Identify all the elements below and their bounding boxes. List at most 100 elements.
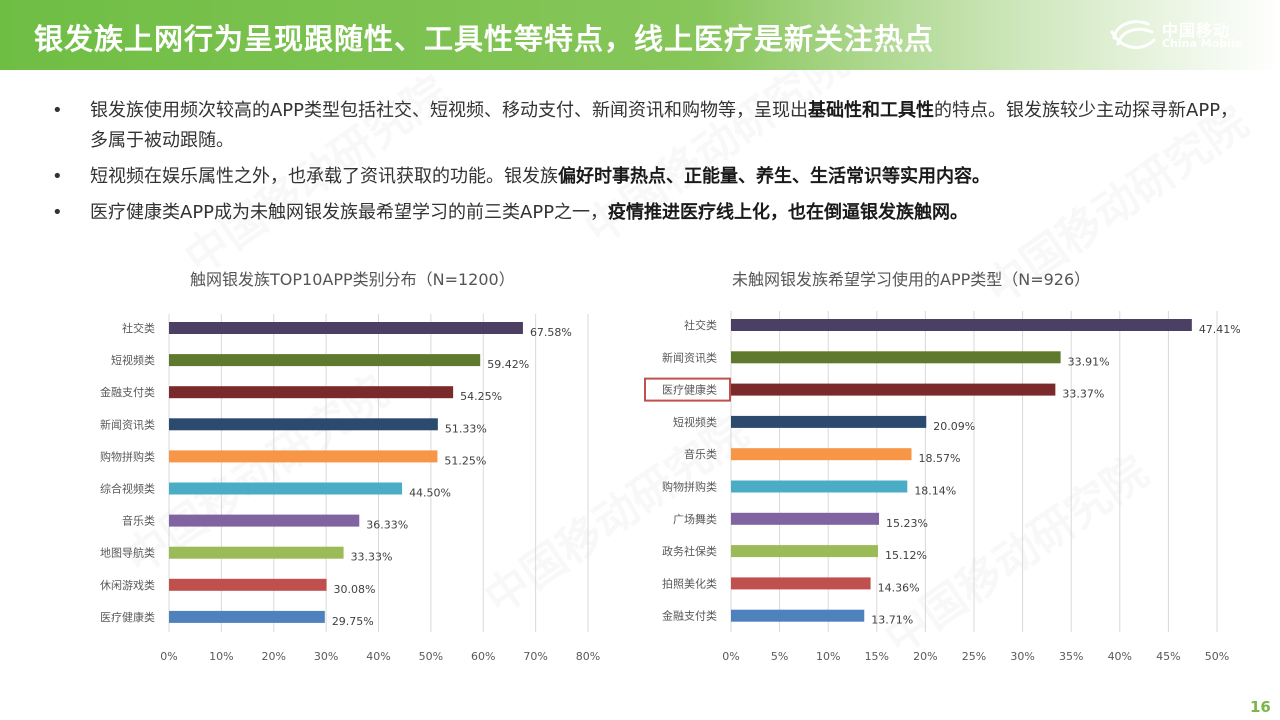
bar-right	[731, 545, 878, 558]
bullet-item: • 短视频在娱乐属性之外，也承载了资讯获取的功能。银发族偏好时事热点、正能量、养…	[52, 162, 1247, 192]
category-label: 社交类	[122, 321, 155, 335]
bar-left	[169, 610, 325, 623]
x-tick-label: 50%	[419, 650, 443, 663]
china-mobile-logo-icon	[1110, 20, 1156, 49]
logo-text-en: China Mobile	[1162, 37, 1243, 50]
value-label: 18.14%	[914, 485, 956, 498]
x-tick-label: 20%	[262, 650, 286, 663]
value-label: 47.41%	[1199, 323, 1241, 336]
value-label: 13.71%	[871, 614, 913, 627]
category-label: 新闻资讯类	[662, 350, 717, 364]
header-bar: 银发族上网行为呈现跟随性、工具性等特点，线上医疗是新关注热点 中国移动 Chin…	[0, 0, 1280, 70]
x-tick-label: 20%	[913, 650, 937, 663]
value-label: 15.23%	[886, 517, 928, 530]
bar-left	[169, 354, 481, 367]
bullet-bold-text: 基础性和工具性	[808, 100, 935, 121]
bar-right	[731, 512, 880, 525]
highlight-box	[644, 377, 731, 402]
bar-right	[731, 383, 1056, 396]
category-label: 购物拼购类	[662, 480, 717, 494]
bullet-item: • 医疗健康类APP成为未触网银发族最希望学习的前三类APP之一，疫情推进医疗线…	[52, 198, 1247, 228]
x-tick-label: 80%	[576, 650, 600, 663]
category-label: 医疗健康类	[662, 383, 717, 397]
category-label: 拍照美化类	[662, 576, 717, 590]
bar-left	[169, 450, 438, 463]
x-tick-label: 35%	[1059, 650, 1083, 663]
x-tick-label: 15%	[865, 650, 889, 663]
category-label: 社交类	[684, 318, 717, 332]
chart-title-left: 触网银发族TOP10APP类别分布（N=1200）	[190, 270, 515, 289]
value-label: 29.75%	[332, 615, 374, 628]
value-label: 59.42%	[487, 358, 529, 371]
x-tick-label: 10%	[816, 650, 840, 663]
bar-left	[169, 482, 403, 495]
bar-left	[169, 546, 344, 559]
x-tick-label: 40%	[1108, 650, 1132, 663]
bullet-bold-text: 疫情推进医疗线上化，也在倒逼银发族触网。	[608, 202, 969, 223]
category-label: 金融支付类	[662, 609, 717, 623]
category-label: 广场舞类	[673, 512, 717, 526]
x-tick-label: 10%	[209, 650, 233, 663]
bullet-list: • 银发族使用频次较高的APP类型包括社交、短视频、移动支付、新闻资讯和购物等，…	[52, 96, 1247, 234]
china-mobile-logo: 中国移动 China Mobile	[1108, 14, 1258, 56]
x-tick-label: 30%	[314, 650, 338, 663]
bar-right	[731, 351, 1061, 364]
x-tick-label: 50%	[1205, 650, 1229, 663]
category-label: 地图导航类	[100, 546, 155, 560]
category-label: 新闻资讯类	[100, 417, 155, 431]
value-label: 14.36%	[878, 581, 920, 594]
bar-right	[731, 480, 908, 493]
value-label: 18.57%	[919, 452, 961, 465]
bar-left	[169, 322, 523, 334]
value-label: 51.33%	[445, 422, 487, 435]
category-label: 短视频类	[111, 353, 155, 367]
bullet-dot: •	[52, 202, 63, 223]
value-label: 44.50%	[409, 487, 451, 500]
page-number: 16	[1250, 698, 1271, 716]
logo-text-cn: 中国移动	[1162, 21, 1231, 40]
bullet-text: 医疗健康类APP成为未触网银发族最希望学习的前三类APP之一，	[90, 202, 609, 223]
x-tick-label: 45%	[1156, 650, 1180, 663]
bar-left	[169, 418, 438, 431]
x-tick-label: 0%	[160, 650, 177, 663]
bullet-bold-text: 偏好时事热点、正能量、养生、生活常识等实用内容。	[558, 166, 990, 187]
bar-right	[731, 319, 1192, 331]
bar-right	[731, 448, 912, 461]
x-tick-label: 5%	[771, 650, 788, 663]
chart-title-right: 未触网银发族希望学习使用的APP类型（N=926）	[732, 270, 1091, 289]
category-label: 购物拼购类	[100, 449, 155, 463]
x-tick-label: 60%	[471, 650, 495, 663]
bullet-text: 的特点。银发族较少主动探寻新APP，多属于被动跟随。	[90, 100, 1239, 151]
category-label: 医疗健康类	[100, 610, 155, 624]
category-label: 金融支付类	[100, 385, 155, 399]
value-label: 30.08%	[334, 583, 376, 596]
category-label: 短视频类	[673, 415, 717, 429]
value-label: 54.25%	[460, 390, 502, 403]
page-title: 银发族上网行为呈现跟随性、工具性等特点，线上医疗是新关注热点	[34, 22, 935, 56]
value-label: 51.25%	[444, 454, 486, 467]
value-label: 33.91%	[1068, 355, 1110, 368]
bar-right	[731, 415, 927, 428]
bullet-dot: •	[52, 166, 63, 187]
value-label: 33.37%	[1062, 388, 1104, 401]
x-tick-label: 40%	[366, 650, 390, 663]
category-label: 政务社保类	[662, 544, 717, 558]
bar-right	[731, 609, 865, 622]
bullet-text: 短视频在娱乐属性之外，也承载了资讯获取的功能。银发族	[90, 166, 558, 187]
bullet-text: 银发族使用频次较高的APP类型包括社交、短视频、移动支付、新闻资讯和购物等，呈现…	[90, 100, 809, 121]
value-label: 15.12%	[885, 549, 927, 562]
bar-left	[169, 514, 360, 527]
value-label: 20.09%	[933, 420, 975, 433]
value-label: 36.33%	[366, 519, 408, 532]
category-label: 音乐类	[122, 514, 155, 528]
value-label: 67.58%	[530, 326, 572, 339]
bullet-dot: •	[52, 100, 63, 121]
bar-right	[731, 577, 871, 590]
bullet-item: • 银发族使用频次较高的APP类型包括社交、短视频、移动支付、新闻资讯和购物等，…	[52, 96, 1247, 156]
bar-left	[169, 578, 327, 591]
x-tick-label: 70%	[523, 650, 547, 663]
category-label: 休闲游戏类	[100, 578, 155, 592]
x-tick-label: 25%	[962, 650, 986, 663]
